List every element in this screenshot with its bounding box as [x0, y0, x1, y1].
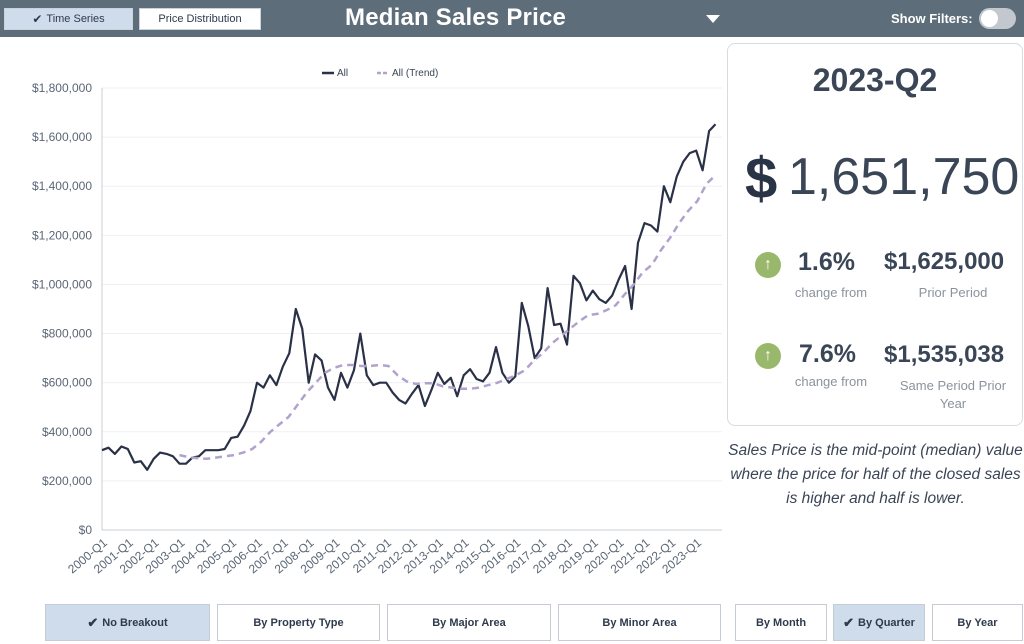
currency-symbol: $	[745, 146, 778, 211]
by-month-label: By Month	[755, 616, 807, 629]
legend-item-label: All (Trend)	[392, 68, 438, 79]
definition-note: Sales Price is the mid-point (median) va…	[728, 442, 1023, 507]
by-year-label: By Year	[957, 616, 998, 629]
y-tick-label: $1,400,000	[32, 179, 92, 193]
same-period-prior-year-label: Same Period Prior Year	[899, 378, 1007, 411]
x-axis: 2000-Q12001-Q12002-Q12003-Q12004-Q12005-…	[65, 535, 704, 576]
stats-card: 2023-Q2 $ 1,651,750 ↑ 1.6% change from $…	[727, 43, 1023, 426]
change-prior-period-label: change from	[794, 285, 868, 300]
show-filters-label: Show Filters:	[891, 11, 973, 26]
tab-price-distribution-label: Price Distribution	[158, 13, 242, 25]
no-breakout-button[interactable]: ✔ No Breakout	[45, 604, 210, 641]
prior-period-label: Prior Period	[918, 285, 988, 300]
y-tick-label: $1,800,000	[32, 81, 92, 95]
toggle-knob	[981, 10, 998, 27]
y-tick-label: $1,600,000	[32, 130, 92, 144]
change-same-period-pct: 7.6%	[799, 340, 856, 368]
chart-series	[101, 123, 717, 471]
by-year-button[interactable]: By Year	[932, 604, 1023, 641]
y-tick-label: $800,000	[42, 327, 92, 341]
by-property-type-button[interactable]: By Property Type	[217, 604, 380, 641]
y-tick-label: $200,000	[42, 474, 92, 488]
median-price-line-chart: $0 $200,000 $400,000 $600,000 $800,000 $1,000…	[32, 68, 722, 576]
no-breakout-label: No Breakout	[102, 616, 168, 629]
up-arrow-icon: ↑	[755, 252, 781, 278]
chart-legend: All All (Trend)	[322, 68, 438, 79]
y-axis: $0 $200,000 $400,000 $600,000 $800,000 $1,000…	[32, 81, 103, 537]
checkmark-icon: ✔	[87, 614, 99, 630]
series-line-all-trend	[179, 174, 717, 461]
by-quarter-label: By Quarter	[858, 616, 915, 629]
y-tick-label: $1,000,000	[32, 277, 92, 291]
show-filters-toggle[interactable]	[979, 8, 1016, 29]
median-price-value: 1,651,750	[788, 148, 1020, 206]
chart-gridlines	[102, 87, 722, 531]
series-line-all	[101, 123, 717, 471]
legend-item-label: All	[337, 68, 348, 79]
by-minor-area-button[interactable]: By Minor Area	[558, 604, 721, 641]
title-dropdown-caret-icon[interactable]	[706, 15, 720, 23]
period-label: 2023-Q2	[812, 62, 938, 98]
by-major-area-label: By Major Area	[432, 616, 506, 629]
top-header-bar: ✔ Time Series Price Distribution Median …	[0, 0, 1024, 37]
by-major-area-button[interactable]: By Major Area	[387, 604, 551, 641]
change-prior-period-pct: 1.6%	[798, 248, 855, 276]
checkmark-icon: ✔	[32, 12, 43, 26]
tab-time-series-label: Time Series	[46, 13, 105, 25]
change-same-period-label: change from	[794, 374, 868, 389]
by-month-button[interactable]: By Month	[735, 604, 827, 641]
prior-period-value: $1,625,000	[884, 248, 1005, 275]
tab-time-series[interactable]: ✔ Time Series	[4, 8, 133, 30]
by-property-type-label: By Property Type	[253, 616, 344, 629]
y-tick-label: $0	[79, 523, 93, 537]
y-tick-label: $400,000	[42, 425, 92, 439]
up-arrow-icon: ↑	[755, 343, 781, 369]
same-period-prior-year-value: $1,535,038	[884, 341, 1005, 368]
by-quarter-button[interactable]: ✔ By Quarter	[833, 604, 925, 641]
y-tick-label: $1,200,000	[32, 228, 92, 242]
y-tick-label: $600,000	[42, 376, 92, 390]
by-minor-area-label: By Minor Area	[602, 616, 677, 629]
checkmark-icon: ✔	[843, 614, 855, 630]
page-title: Median Sales Price	[345, 4, 567, 31]
tab-price-distribution[interactable]: Price Distribution	[139, 8, 261, 30]
